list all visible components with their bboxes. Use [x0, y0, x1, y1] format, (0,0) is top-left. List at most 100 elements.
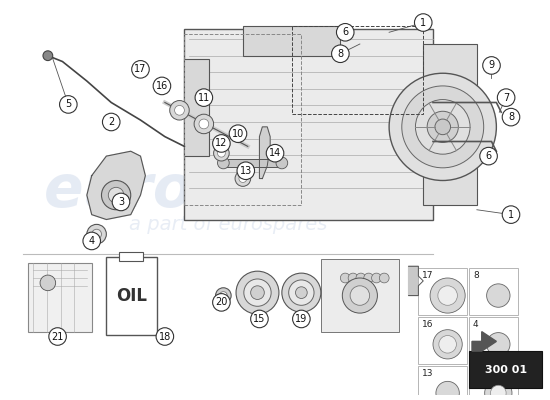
Circle shape: [480, 147, 497, 165]
Circle shape: [348, 273, 358, 283]
Circle shape: [170, 100, 189, 120]
Bar: [106, 256, 157, 334]
Circle shape: [236, 271, 279, 314]
Bar: [184, 59, 209, 156]
Circle shape: [108, 187, 124, 203]
Circle shape: [59, 96, 77, 113]
Circle shape: [497, 89, 515, 106]
Polygon shape: [260, 127, 270, 178]
Bar: [29, 263, 92, 332]
Polygon shape: [472, 332, 496, 351]
Circle shape: [337, 24, 354, 41]
Circle shape: [487, 333, 510, 356]
Circle shape: [216, 288, 231, 303]
Circle shape: [364, 273, 373, 283]
Circle shape: [251, 310, 268, 328]
Bar: [292, 26, 424, 114]
Circle shape: [435, 119, 450, 135]
Circle shape: [483, 57, 500, 74]
Circle shape: [194, 114, 213, 134]
Text: 13: 13: [240, 166, 252, 176]
Circle shape: [485, 380, 512, 400]
Circle shape: [276, 157, 288, 169]
Circle shape: [87, 224, 106, 244]
Circle shape: [219, 292, 227, 300]
Circle shape: [289, 280, 314, 305]
Bar: [419, 268, 467, 315]
Text: 6: 6: [486, 151, 492, 161]
Circle shape: [439, 336, 456, 353]
Text: 8: 8: [337, 49, 343, 59]
Bar: [419, 317, 467, 364]
Bar: [184, 29, 433, 220]
Circle shape: [156, 328, 174, 345]
Bar: [321, 258, 399, 332]
Text: 9: 9: [488, 60, 494, 70]
Text: 17: 17: [134, 64, 147, 74]
Circle shape: [502, 108, 520, 126]
Circle shape: [295, 287, 307, 298]
Text: 2: 2: [108, 117, 114, 127]
Text: 7: 7: [503, 93, 509, 103]
Text: 300 01: 300 01: [485, 365, 527, 375]
Text: 14: 14: [269, 148, 281, 158]
Text: 16: 16: [422, 320, 434, 329]
Text: 4: 4: [89, 236, 95, 246]
Circle shape: [379, 273, 389, 283]
Polygon shape: [409, 266, 424, 296]
Circle shape: [153, 77, 170, 95]
Circle shape: [415, 100, 470, 154]
Circle shape: [195, 89, 213, 106]
Circle shape: [251, 286, 265, 300]
Circle shape: [235, 171, 251, 186]
Text: 21: 21: [51, 332, 64, 342]
Circle shape: [402, 86, 483, 168]
Circle shape: [102, 180, 131, 210]
Text: 15: 15: [253, 314, 266, 324]
Text: 17: 17: [422, 271, 434, 280]
Bar: [243, 26, 340, 56]
Text: 20: 20: [215, 297, 228, 307]
Text: 1: 1: [508, 210, 514, 220]
Circle shape: [372, 273, 381, 283]
Text: 13: 13: [422, 369, 434, 378]
Circle shape: [43, 51, 53, 60]
Text: 6: 6: [342, 27, 348, 37]
Circle shape: [415, 14, 432, 31]
Circle shape: [213, 135, 230, 152]
Bar: [223, 159, 282, 167]
Circle shape: [229, 125, 247, 142]
Text: 12: 12: [215, 138, 228, 148]
Text: 5: 5: [65, 100, 72, 110]
Text: 12: 12: [473, 369, 485, 378]
Bar: [184, 34, 301, 205]
Circle shape: [433, 330, 462, 359]
Circle shape: [430, 278, 465, 313]
Circle shape: [244, 279, 271, 306]
Bar: [469, 317, 518, 364]
Text: OIL: OIL: [116, 286, 147, 304]
Circle shape: [102, 113, 120, 131]
Text: 19: 19: [295, 314, 307, 324]
Bar: [424, 44, 477, 205]
Bar: [419, 366, 467, 400]
Circle shape: [217, 157, 229, 169]
Circle shape: [282, 273, 321, 312]
Circle shape: [83, 232, 101, 250]
Text: 4: 4: [473, 320, 478, 329]
Circle shape: [389, 73, 496, 180]
Text: eurospares: eurospares: [44, 162, 412, 219]
Circle shape: [92, 229, 102, 239]
Circle shape: [491, 385, 506, 400]
Circle shape: [340, 273, 350, 283]
Circle shape: [438, 286, 458, 305]
Circle shape: [350, 286, 370, 305]
Circle shape: [40, 275, 56, 291]
Text: 10: 10: [232, 129, 244, 139]
Circle shape: [217, 149, 225, 157]
Circle shape: [266, 144, 284, 162]
Circle shape: [487, 284, 510, 307]
Text: 8: 8: [473, 271, 478, 280]
Circle shape: [293, 310, 310, 328]
Bar: [469, 366, 518, 400]
